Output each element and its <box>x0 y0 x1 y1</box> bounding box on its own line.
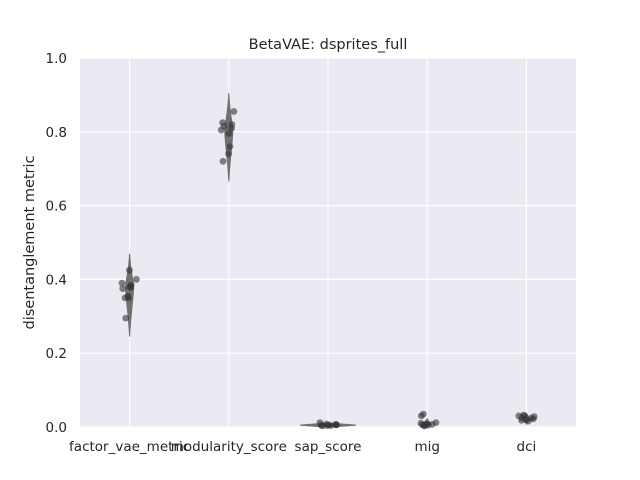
data-point <box>327 422 335 429</box>
data-point <box>421 422 428 430</box>
x-tick-label: factor_vae_metric <box>69 439 190 455</box>
y-tick-label: 0.0 <box>46 420 67 436</box>
x-tick-label: mig <box>414 439 439 455</box>
data-point <box>118 279 126 287</box>
x-tick-label: dci <box>517 439 537 455</box>
y-axis-label: disentanglement metric <box>22 155 38 329</box>
points <box>118 108 538 430</box>
data-point <box>225 150 233 158</box>
y-tick-label: 0.6 <box>46 199 67 215</box>
x-tick-label: sap_score <box>295 439 362 455</box>
y-tick-label: 0.2 <box>46 346 67 362</box>
y-tick-label: 0.4 <box>46 272 67 288</box>
data-point <box>230 108 238 115</box>
data-point <box>225 130 233 138</box>
data-point <box>527 414 535 422</box>
x-tick-label: modularity_score <box>171 439 287 455</box>
data-point <box>219 157 227 165</box>
data-point <box>125 266 133 274</box>
chart-title: BetaVAE: dsprites_full <box>249 37 408 53</box>
data-point <box>428 421 436 428</box>
data-point <box>219 119 227 126</box>
y-tick-labels: 0.0 0.2 0.4 0.6 0.8 1.0 <box>46 51 67 436</box>
data-point <box>133 276 140 283</box>
data-point <box>124 292 132 300</box>
data-point <box>332 421 340 429</box>
data-point <box>119 285 127 292</box>
data-point <box>226 143 234 151</box>
data-point <box>417 412 425 420</box>
data-point <box>228 121 236 128</box>
data-point <box>127 281 135 289</box>
y-tick-label: 1.0 <box>46 51 67 67</box>
y-tick-label: 0.8 <box>46 125 67 141</box>
data-point <box>122 314 130 322</box>
data-point <box>521 412 528 420</box>
